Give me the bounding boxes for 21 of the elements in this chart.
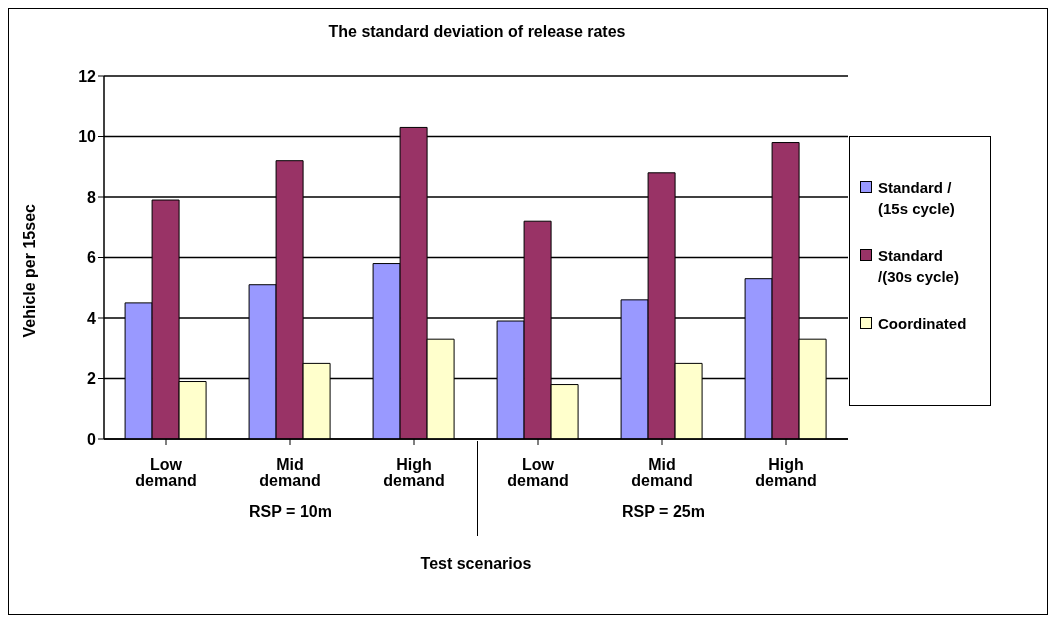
text: RSP = 25m	[621, 503, 706, 521]
x-tick-label: Low demand	[135, 456, 197, 490]
x-tick-label: Mid demand	[259, 456, 321, 490]
legend-label: Standard /(30s cycle)	[878, 246, 960, 287]
legend-label: Standard / (15s cycle)	[878, 178, 956, 219]
x-axis-title: Test scenarios	[420, 555, 532, 572]
x-tick-label: Low demand	[507, 456, 569, 490]
y-tick-label: 6	[87, 249, 97, 267]
chart-title: The standard deviation of release rates	[327, 23, 627, 41]
x-tick-label: High demand	[383, 456, 445, 490]
x-tick-label: High demand	[755, 456, 817, 490]
y-tick-label: 10	[78, 128, 97, 146]
y-axis-title: Vehicle per 15sec	[20, 203, 38, 338]
x-tick-label: Mid demand	[631, 456, 693, 490]
y-tick-label: 12	[78, 67, 97, 85]
y-tick-label: 0	[87, 430, 97, 448]
text: RSP = 10m	[248, 503, 333, 521]
y-tick-label: 2	[87, 370, 97, 388]
y-tick-label: 4	[87, 309, 97, 327]
legend-label: Coordinated	[878, 314, 968, 334]
y-tick-label: 8	[87, 188, 97, 206]
